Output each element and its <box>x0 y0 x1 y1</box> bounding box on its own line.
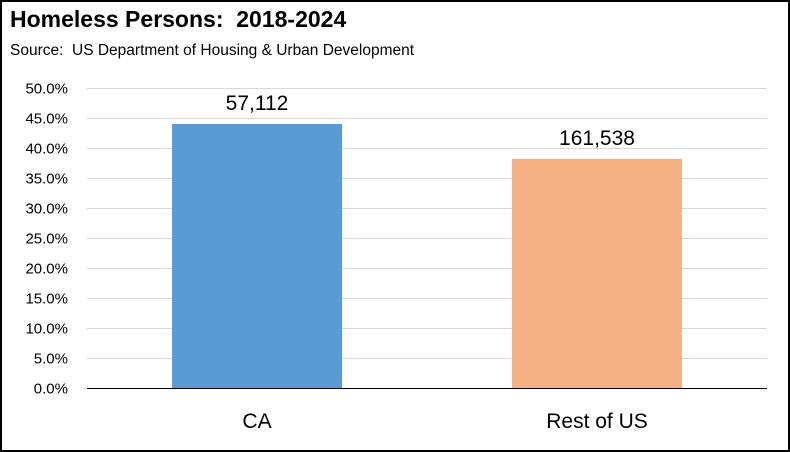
y-tick-label: 45.0% <box>25 111 68 128</box>
x-tick-label: CA <box>242 410 271 433</box>
chart-title: Homeless Persons: 2018-2024 <box>10 6 347 32</box>
y-tick-label: 50.0% <box>25 81 68 98</box>
y-tick-label: 35.0% <box>25 171 68 188</box>
y-tick-label: 5.0% <box>34 351 68 368</box>
y-tick-label: 25.0% <box>25 231 68 248</box>
bar-rest-of-us <box>512 158 682 388</box>
y-tick-label: 30.0% <box>25 201 68 218</box>
bar-ca <box>172 124 342 388</box>
data-label: 161,538 <box>559 127 635 150</box>
data-label: 57,112 <box>226 92 289 115</box>
y-tick-label: 0.0% <box>34 381 68 398</box>
y-tick-label: 10.0% <box>25 321 68 338</box>
chart-subtitle: Source: US Department of Housing & Urban… <box>10 42 415 59</box>
y-tick-label: 20.0% <box>25 261 68 278</box>
y-tick-label: 15.0% <box>25 291 68 308</box>
y-tick-label: 40.0% <box>25 141 68 158</box>
x-tick-label: Rest of US <box>546 410 648 433</box>
